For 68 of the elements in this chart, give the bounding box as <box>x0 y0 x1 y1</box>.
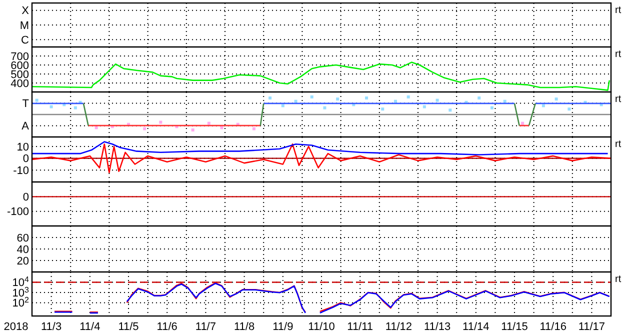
point <box>554 98 558 101</box>
y-tick-label: 40 <box>16 244 29 256</box>
point <box>252 127 256 130</box>
x-tick-label: 11/11 <box>347 321 374 333</box>
y-tick-label: 0 <box>22 153 29 166</box>
text: rt <box>615 94 622 105</box>
y-tick-label: 60 <box>16 232 29 244</box>
x-tick-label: 11/9 <box>272 321 294 333</box>
point <box>159 120 162 124</box>
point <box>191 128 194 132</box>
x-tick-label: 11/16 <box>540 321 566 333</box>
y-tick-label: 10 <box>16 141 29 154</box>
x-tick-label: 11/10 <box>308 321 335 333</box>
y-tick-label: -100 <box>6 206 29 218</box>
y-tick-label: 400 <box>10 78 29 90</box>
text: rt <box>615 5 622 16</box>
point <box>74 106 77 110</box>
x-tick-label: 11/17 <box>578 321 606 333</box>
point <box>365 96 368 100</box>
y-tick-label: 0 <box>22 192 29 204</box>
point <box>35 98 38 102</box>
point <box>220 126 224 130</box>
point <box>94 126 98 130</box>
point <box>394 100 397 103</box>
x-tick-label: 11/6 <box>156 321 178 333</box>
point <box>207 122 210 125</box>
point <box>310 95 314 98</box>
x-tick-label: 11/13 <box>424 321 451 333</box>
point <box>542 104 545 108</box>
x-tick-label: 11/5 <box>118 321 139 333</box>
x-tick-label: 11/12 <box>385 321 412 333</box>
point <box>490 106 494 110</box>
x-tick-label: 11/8 <box>234 321 255 333</box>
category-label: C <box>21 34 29 47</box>
line-series <box>31 141 608 156</box>
line-series <box>31 62 610 91</box>
text: rt <box>615 49 622 60</box>
x-tick-label: 11/7 <box>195 321 216 333</box>
point <box>143 127 146 130</box>
point <box>336 98 340 101</box>
point <box>323 106 326 110</box>
text: rt <box>615 274 622 285</box>
x-tick-label: 11/14 <box>462 321 490 333</box>
x-tick-label: 11/3 <box>41 321 62 333</box>
point <box>381 108 384 111</box>
point <box>521 122 524 125</box>
text: rt <box>615 139 622 150</box>
category-label: T <box>22 98 29 110</box>
point <box>448 108 452 112</box>
category-label: M <box>20 20 29 32</box>
point <box>503 100 506 103</box>
point <box>268 96 272 100</box>
point <box>422 105 426 108</box>
x-axis-title: 2018 <box>4 321 28 333</box>
point <box>281 104 284 108</box>
point <box>478 96 481 100</box>
point <box>50 105 53 108</box>
point <box>294 100 298 103</box>
point <box>568 108 571 111</box>
category-label: A <box>22 120 29 133</box>
y-tick-label: -10 <box>13 165 29 178</box>
x-tick-label: 11/4 <box>80 321 100 333</box>
line-series <box>31 143 612 174</box>
category-label: X <box>22 5 29 18</box>
x-tick-label: 11/15 <box>501 321 528 333</box>
point <box>436 98 439 102</box>
y-tick-label: 20 <box>16 255 29 268</box>
point <box>406 95 410 98</box>
